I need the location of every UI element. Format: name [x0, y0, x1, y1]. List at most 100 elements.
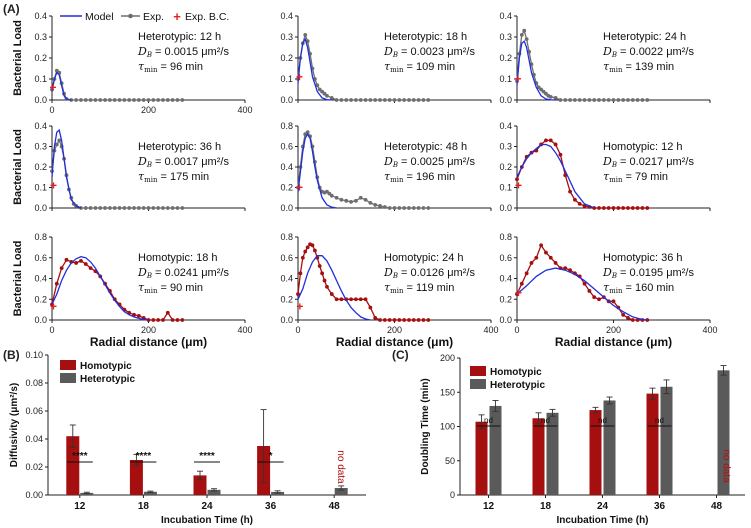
plot-A1: 0.0 0.1 0.2 0.3 0.4 0 200 400 + Heterotypic: 12 h… — [12, 11, 253, 115]
y-tick-label: 0.2 — [280, 183, 293, 193]
exp-data-point — [592, 295, 597, 300]
condition-label: Homotypic: 24 h — [384, 252, 463, 264]
exp-data-point — [524, 37, 529, 41]
tau-min-label: τmin = 119 min — [384, 281, 454, 295]
exp-data-point — [136, 313, 141, 318]
y-tick-label: 0.2 — [499, 162, 512, 172]
y-tick-label: 50 — [445, 456, 455, 466]
bc-marker: + — [50, 178, 57, 192]
exp-data-point — [74, 261, 79, 265]
y-axis-label: Bacterial Load — [12, 20, 24, 96]
x-tick-label: 36 — [654, 501, 666, 512]
y-tick-label: 0.0 — [34, 315, 47, 325]
x-tick-label: 200 — [606, 325, 621, 335]
diffusivity-label: DB = 0.0241 μm²/s — [137, 266, 229, 280]
exp-data-point — [122, 98, 127, 102]
panel-a: 0.00.10.20.30.40 200 400+Heterotypic: 12 h… — [12, 9, 718, 349]
exp-data-point — [363, 197, 368, 202]
exp-data-point — [93, 206, 98, 210]
legend-model-label: Model — [85, 11, 114, 23]
exp-data-point — [358, 195, 363, 200]
exp-data-point — [141, 98, 146, 102]
exp-data-point — [544, 250, 548, 255]
exp-data-point — [175, 318, 180, 322]
diffusivity-label: DB = 0.0015 μm²/s — [137, 45, 229, 59]
model-series-line — [516, 40, 556, 101]
y-tick-label: 0.4 — [499, 274, 512, 284]
y-tick-label: 0.6 — [280, 142, 293, 152]
y-tick-label: 0.8 — [280, 121, 293, 131]
legend-bc-marker: + — [173, 9, 181, 24]
condition-label: Homotypic: 36 h — [603, 252, 682, 264]
exp-data-point — [621, 98, 626, 102]
y-tick-label: 0.4 — [280, 274, 293, 284]
exp-data-point — [573, 98, 577, 102]
model-series-line — [297, 132, 337, 209]
y-tick-label: 0.2 — [280, 294, 293, 304]
exp-data-point — [312, 248, 317, 253]
exp-series-line — [297, 32, 429, 101]
plot-A8: 0.0 0.2 0.4 0.6 0.8 0 200 400 + Homotypic: 24 h DB… — [280, 232, 498, 349]
x-tick-label: 24 — [597, 501, 609, 512]
bc-marker: + — [296, 300, 303, 314]
condition-label: Homotypic: 18 h — [138, 252, 217, 264]
exp-data-point — [645, 206, 650, 210]
x-tick-label: 200 — [387, 325, 402, 335]
bar-heterotypic — [489, 405, 502, 495]
exp-data-point — [151, 318, 156, 322]
exp-data-point — [402, 206, 407, 210]
condition-label: Heterotypic: 12 h — [138, 31, 221, 43]
x-tick-label: 400 — [237, 325, 252, 335]
exp-data-point — [54, 142, 59, 147]
exp-data-point — [568, 98, 572, 102]
exp-data-point — [132, 312, 136, 317]
x-tick-label: 48 — [329, 501, 341, 512]
y-tick-label: 0 — [450, 490, 455, 500]
plot-A5: 0.0 0.2 0.4 0.6 0.8 + Heterotypic: 48 h DB = 0.… — [280, 121, 492, 213]
exp-data-point — [165, 98, 170, 102]
diffusivity-label: DB = 0.0217 μm²/s — [602, 155, 694, 169]
exp-series-line — [516, 243, 648, 321]
panel-c: 0 50 100 150 200 12 18 24 36 48 nd nd nd nd no data Hom… — [420, 353, 745, 526]
exp-data-point — [315, 83, 320, 88]
y-tick-label: 0.1 — [499, 183, 512, 193]
y-tick-label: 0.6 — [499, 253, 512, 263]
y-tick-label: 0.2 — [499, 294, 512, 304]
y-tick-label: 0.6 — [34, 253, 47, 263]
exp-data-point — [534, 255, 539, 260]
x-tick-label: 24 — [201, 501, 213, 512]
exp-data-point — [108, 206, 112, 210]
legend-label-heterotypic: Heterotypic — [80, 374, 135, 385]
y-tick-label: 0.8 — [499, 232, 512, 242]
y-axis-label: Bacterial Load — [12, 129, 24, 205]
x-axis-label: Radial distance (μm) — [555, 335, 672, 349]
y-tick-label: 0.1 — [34, 183, 47, 193]
exp-data-point — [151, 206, 156, 210]
y-tick-label: 0.2 — [499, 53, 512, 63]
x-axis-label: Incubation Time (h) — [161, 515, 253, 526]
exp-data-point — [553, 96, 558, 100]
x-tick-label: 400 — [483, 325, 498, 335]
x-tick-label: 400 — [702, 325, 717, 335]
y-tick-label: 0.0 — [280, 203, 293, 213]
exp-data-point — [378, 98, 382, 102]
exp-data-point — [392, 98, 397, 102]
x-tick-label: 0 — [49, 105, 54, 115]
significance-label: **** — [72, 451, 88, 462]
significance-label: nd — [541, 416, 550, 425]
model-series-line — [51, 256, 149, 321]
exp-data-point — [300, 255, 305, 260]
exp-data-point — [592, 98, 597, 102]
exp-data-point — [175, 98, 180, 102]
diffusivity-label: DB = 0.0017 μm²/s — [137, 155, 229, 169]
exp-data-point — [117, 98, 122, 102]
exp-data-point — [132, 206, 136, 210]
exp-data-point — [98, 98, 103, 102]
exp-data-point — [112, 206, 117, 210]
y-tick-label: 0.08 — [25, 378, 43, 388]
exp-data-point — [180, 98, 185, 102]
bar-heterotypic — [143, 491, 157, 495]
y-axis-label: Bacterial Load — [12, 241, 24, 317]
exp-data-point — [577, 202, 582, 206]
exp-data-point — [349, 297, 353, 302]
